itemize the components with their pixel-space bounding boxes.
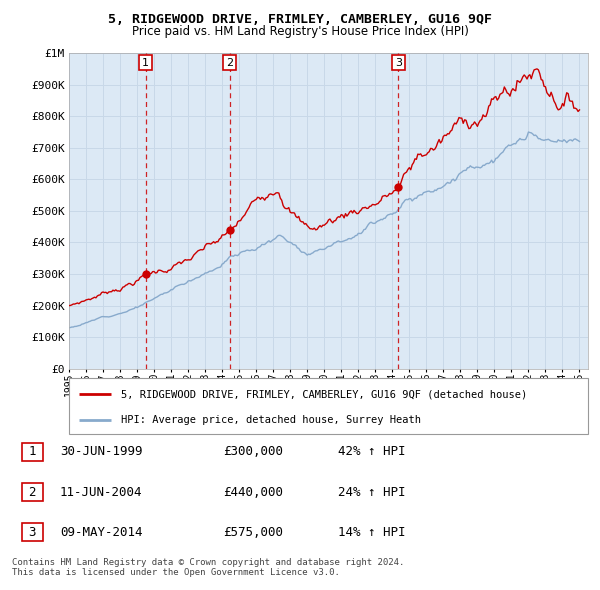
Text: Contains HM Land Registry data © Crown copyright and database right 2024.
This d: Contains HM Land Registry data © Crown c…: [12, 558, 404, 577]
Text: 30-JUN-1999: 30-JUN-1999: [60, 445, 143, 458]
Text: 14% ↑ HPI: 14% ↑ HPI: [338, 526, 406, 539]
Text: 2: 2: [226, 58, 233, 68]
FancyBboxPatch shape: [22, 442, 43, 461]
Text: £575,000: £575,000: [223, 526, 283, 539]
Text: 2: 2: [28, 486, 36, 499]
Text: HPI: Average price, detached house, Surrey Heath: HPI: Average price, detached house, Surr…: [121, 415, 421, 425]
FancyBboxPatch shape: [22, 523, 43, 542]
Text: Price paid vs. HM Land Registry's House Price Index (HPI): Price paid vs. HM Land Registry's House …: [131, 25, 469, 38]
Text: 1: 1: [28, 445, 36, 458]
Text: 5, RIDGEWOOD DRIVE, FRIMLEY, CAMBERLEY, GU16 9QF: 5, RIDGEWOOD DRIVE, FRIMLEY, CAMBERLEY, …: [108, 13, 492, 26]
Text: 24% ↑ HPI: 24% ↑ HPI: [338, 486, 406, 499]
FancyBboxPatch shape: [22, 483, 43, 501]
Text: 3: 3: [395, 58, 402, 68]
Text: 3: 3: [28, 526, 36, 539]
Text: 5, RIDGEWOOD DRIVE, FRIMLEY, CAMBERLEY, GU16 9QF (detached house): 5, RIDGEWOOD DRIVE, FRIMLEY, CAMBERLEY, …: [121, 389, 527, 399]
Text: 09-MAY-2014: 09-MAY-2014: [60, 526, 143, 539]
Text: 1: 1: [142, 58, 149, 68]
Text: 11-JUN-2004: 11-JUN-2004: [60, 486, 143, 499]
Text: £300,000: £300,000: [223, 445, 283, 458]
FancyBboxPatch shape: [69, 378, 588, 434]
Text: £440,000: £440,000: [223, 486, 283, 499]
Text: 42% ↑ HPI: 42% ↑ HPI: [338, 445, 406, 458]
